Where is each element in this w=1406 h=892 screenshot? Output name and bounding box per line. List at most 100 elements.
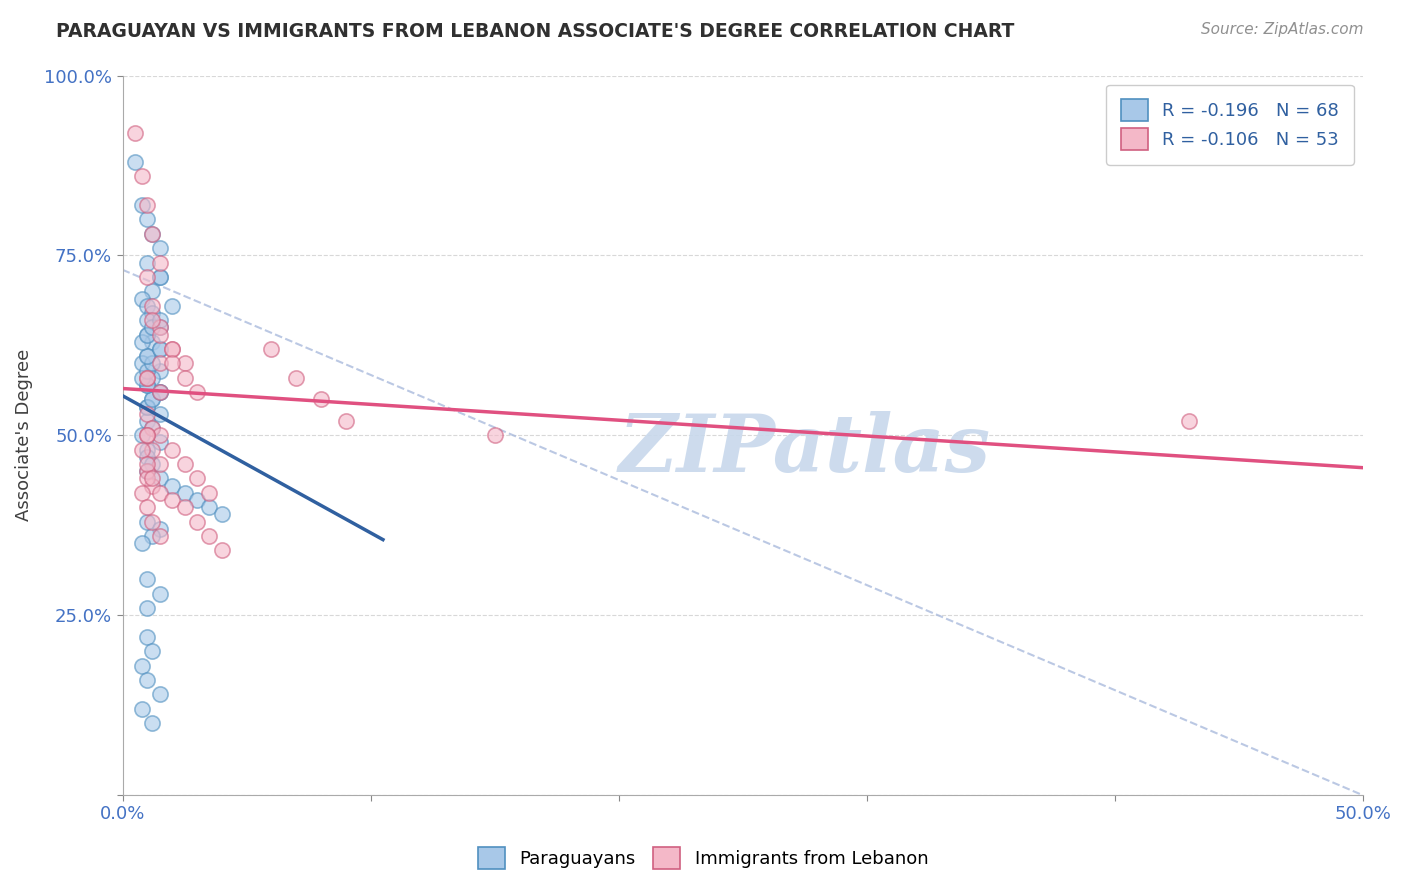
Point — [141, 421, 163, 435]
Point — [260, 342, 283, 356]
Point — [149, 313, 172, 327]
Point — [124, 154, 146, 169]
Point — [136, 464, 159, 478]
Point — [131, 658, 153, 673]
Point — [141, 457, 163, 471]
Point — [149, 385, 172, 400]
Point — [186, 471, 208, 485]
Point — [160, 493, 183, 508]
Point — [198, 500, 221, 515]
Point — [136, 428, 159, 442]
Point — [149, 471, 172, 485]
Point — [149, 529, 172, 543]
Point — [149, 586, 172, 600]
Point — [131, 169, 153, 184]
Point — [136, 428, 159, 442]
Point — [149, 435, 172, 450]
Point — [136, 673, 159, 687]
Point — [136, 442, 159, 457]
Point — [136, 630, 159, 644]
Point — [136, 400, 159, 414]
Point — [173, 486, 195, 500]
Point — [149, 687, 172, 701]
Point — [131, 334, 153, 349]
Point — [136, 313, 159, 327]
Point — [136, 450, 159, 464]
Point — [309, 392, 332, 407]
Point — [136, 414, 159, 428]
Point — [149, 342, 172, 356]
Point — [141, 442, 163, 457]
Point — [136, 500, 159, 515]
Point — [141, 478, 163, 492]
Point — [173, 500, 195, 515]
Point — [131, 442, 153, 457]
Point — [136, 349, 159, 363]
Point — [149, 486, 172, 500]
Point — [141, 227, 163, 241]
Point — [149, 356, 172, 370]
Point — [141, 471, 163, 485]
Y-axis label: Associate's Degree: Associate's Degree — [15, 349, 32, 522]
Point — [149, 342, 172, 356]
Point — [136, 370, 159, 384]
Point — [160, 356, 183, 370]
Point — [136, 601, 159, 615]
Point — [149, 320, 172, 334]
Point — [136, 515, 159, 529]
Point — [173, 356, 195, 370]
Point — [136, 255, 159, 269]
Point — [141, 356, 163, 370]
Point — [136, 212, 159, 227]
Point — [141, 320, 163, 334]
Point — [149, 385, 172, 400]
Point — [335, 414, 357, 428]
Point — [149, 241, 172, 255]
Point — [136, 378, 159, 392]
Point — [141, 392, 163, 407]
Point — [136, 327, 159, 342]
Point — [285, 370, 308, 384]
Point — [149, 270, 172, 285]
Point — [141, 421, 163, 435]
Point — [136, 370, 159, 384]
Text: PARAGUAYAN VS IMMIGRANTS FROM LEBANON ASSOCIATE'S DEGREE CORRELATION CHART: PARAGUAYAN VS IMMIGRANTS FROM LEBANON AS… — [56, 22, 1015, 41]
Point — [186, 493, 208, 508]
Point — [149, 457, 172, 471]
Point — [136, 572, 159, 586]
Point — [149, 320, 172, 334]
Point — [141, 392, 163, 407]
Point — [141, 334, 163, 349]
Point — [136, 457, 159, 471]
Point — [173, 457, 195, 471]
Point — [131, 356, 153, 370]
Point — [160, 478, 183, 492]
Point — [136, 349, 159, 363]
Point — [136, 299, 159, 313]
Point — [141, 285, 163, 299]
Point — [160, 442, 183, 457]
Point — [136, 400, 159, 414]
Point — [211, 508, 233, 522]
Point — [131, 198, 153, 212]
Point — [131, 486, 153, 500]
Point — [131, 428, 153, 442]
Text: ZIPatlas: ZIPatlas — [619, 411, 991, 489]
Point — [149, 327, 172, 342]
Point — [198, 529, 221, 543]
Point — [136, 471, 159, 485]
Point — [160, 299, 183, 313]
Point — [131, 292, 153, 306]
Point — [131, 702, 153, 716]
Point — [160, 342, 183, 356]
Point — [211, 543, 233, 558]
Point — [141, 299, 163, 313]
Point — [141, 529, 163, 543]
Point — [149, 522, 172, 536]
Point — [124, 126, 146, 140]
Point — [136, 270, 159, 285]
Point — [186, 385, 208, 400]
Point — [484, 428, 506, 442]
Point — [131, 370, 153, 384]
Point — [173, 370, 195, 384]
